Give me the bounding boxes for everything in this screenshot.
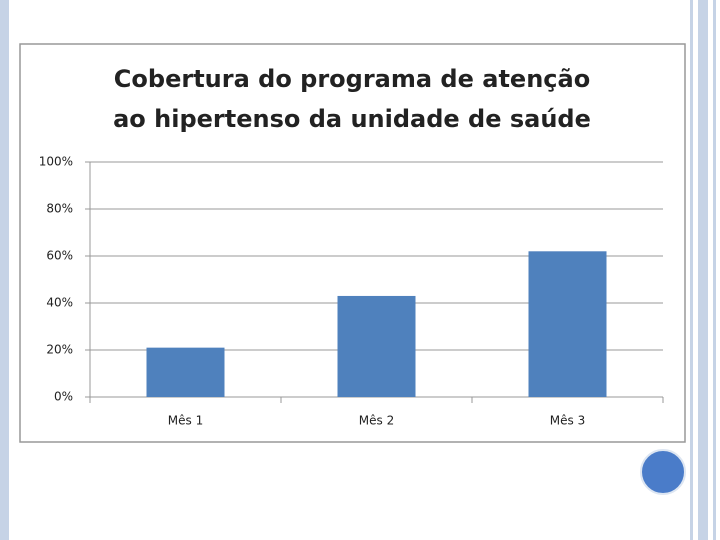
y-tick-label: 100%	[39, 155, 73, 169]
left-border	[0, 0, 9, 540]
bar	[528, 251, 607, 397]
right-border	[698, 0, 708, 540]
right-border	[713, 0, 716, 540]
bar	[146, 347, 225, 397]
y-tick-label: 80%	[46, 202, 73, 216]
bar	[337, 295, 416, 397]
right-border	[690, 0, 693, 540]
decor-circle	[640, 449, 686, 495]
chart-title: Cobertura do programa de atenção ao hiper…	[113, 65, 591, 133]
y-tick-label: 0%	[54, 390, 73, 404]
y-tick-label: 20%	[46, 343, 73, 357]
x-tick-label: Mês 1	[168, 414, 203, 428]
y-tick-label: 40%	[46, 296, 73, 310]
y-tick-label: 60%	[46, 249, 73, 263]
x-tick-label: Mês 2	[359, 414, 394, 428]
x-tick-label: Mês 3	[550, 414, 585, 428]
